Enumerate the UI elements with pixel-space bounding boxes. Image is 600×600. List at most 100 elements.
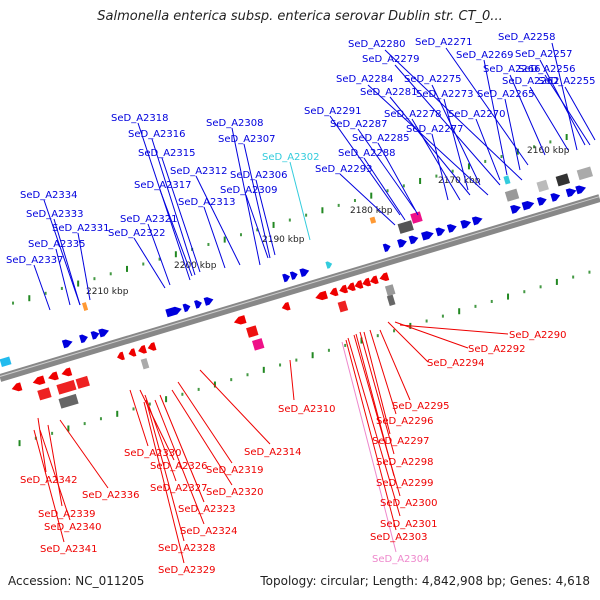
- gene-label: SeD_A2303: [370, 532, 428, 543]
- forward-gene-arrow: [61, 339, 73, 349]
- bottom-leader-line: [59, 419, 109, 489]
- bottom-leader-line: [33, 429, 65, 543]
- top-leader-line: [329, 115, 401, 216]
- bottom-leader-line: [379, 329, 411, 401]
- gene-label: SeD_A2337: [6, 255, 64, 266]
- reverse-gene-arrow: [339, 284, 349, 294]
- reverse-gene-box: [75, 375, 90, 389]
- gene-label: SeD_A2328: [158, 543, 216, 554]
- ruler-tick-bottom: [393, 329, 396, 333]
- gene-label: SeD_A2269: [456, 50, 514, 61]
- backbone-highlight: [0, 196, 600, 377]
- ruler-tick-top: [337, 203, 340, 207]
- gene-label: SeD_A2279: [362, 54, 420, 65]
- top-leader-line: [147, 223, 171, 286]
- gene-label: SeD_A2266: [483, 64, 541, 75]
- forward-gene-arrow: [79, 334, 88, 344]
- forward-gene-arrow: [203, 297, 214, 306]
- bottom-leader-line: [154, 399, 205, 525]
- forward-gene-box: [504, 188, 520, 202]
- top-leader-line: [255, 179, 276, 256]
- tick-label: 2160 kbp: [527, 146, 570, 156]
- ruler-tick-bottom: [213, 381, 216, 388]
- gene-label: SeD_A2273: [416, 89, 474, 100]
- bottom-leader-line: [399, 324, 509, 335]
- ruler-tick-top: [256, 228, 259, 232]
- bottom-leader-line: [387, 321, 429, 363]
- forward-gene-box: [397, 220, 414, 234]
- reverse-gene-arrow: [138, 345, 147, 354]
- gene-label: SeD_A2296: [376, 416, 434, 427]
- ruler-tick-top: [223, 236, 226, 243]
- highlight-feature-cyan: [503, 175, 511, 185]
- gene-label: SeD_A2255: [538, 76, 596, 87]
- gene-label: SeD_A2334: [20, 190, 78, 201]
- gene-label: SeD_A2265: [477, 89, 535, 100]
- ruler-tick-bottom: [99, 417, 102, 421]
- gene-label: SeD_A2271: [415, 37, 473, 48]
- ruler-tick-bottom: [262, 366, 265, 373]
- label-leader-lines: [33, 42, 596, 564]
- bottom-leader-line: [37, 417, 47, 473]
- tick-rulers: 2160 kbp 2170 kbp 2180 kbp 2190 kbp 2200 kbp…: [12, 134, 591, 447]
- top-leader-line: [431, 84, 481, 186]
- gene-label: SeD_A2275: [404, 74, 462, 85]
- gene-label: SeD_A2327: [150, 483, 208, 494]
- top-leader-line: [367, 84, 489, 196]
- forward-gene-arrow: [536, 197, 547, 206]
- top-leader-line: [161, 157, 201, 273]
- forward-gene-arrow: [90, 331, 100, 340]
- top-leader-line: [363, 157, 406, 221]
- top-leader-line: [384, 49, 523, 181]
- ruler-tick-bottom: [572, 275, 575, 279]
- top-leader-line: [203, 206, 226, 269]
- reverse-gene-arrow: [369, 275, 379, 285]
- ruler-tick-top: [142, 262, 145, 266]
- gene-label: SeD_A2326: [150, 461, 208, 472]
- tick-label: 2170 kbp: [438, 176, 481, 186]
- ruler-tick-top: [321, 207, 324, 214]
- bottom-leader-line: [363, 331, 391, 435]
- bottom-leader-line: [47, 424, 63, 507]
- bottom-leader-line: [144, 394, 177, 482]
- bottom-leader-line: [359, 331, 395, 455]
- reverse-gene-box: [337, 300, 349, 313]
- bottom-leader-line: [394, 321, 469, 349]
- top-leader-line: [151, 138, 196, 276]
- ruler-tick-bottom: [376, 334, 379, 338]
- forward-gene-arrow: [194, 300, 202, 309]
- gene-label: SeD_A2297: [372, 436, 430, 447]
- ruler-tick-bottom: [507, 293, 510, 300]
- forward-gene-arrow: [98, 328, 110, 338]
- gene-label: SeD_A2299: [376, 478, 434, 489]
- gene-label: SeD_A2329: [158, 565, 216, 576]
- forward-gene-arrow: [408, 235, 419, 245]
- forward-gene-arrow: [299, 268, 310, 278]
- reverse-gene-arrow: [329, 287, 339, 297]
- gene-label: SeD_A2313: [178, 197, 236, 208]
- gene-label: SeD_A2301: [380, 519, 438, 530]
- gene-label: SeD_A2310: [278, 404, 336, 415]
- ruler-tick-top: [158, 257, 161, 261]
- bottom-leader-line: [199, 369, 271, 445]
- top-leader-line: [504, 98, 521, 171]
- reverse-gene-arrow: [233, 315, 247, 325]
- gene-label: SeD_A2291: [304, 106, 362, 117]
- genome-backbone: [0, 194, 600, 382]
- reverse-gene-arrow: [354, 280, 364, 289]
- ruler-tick-top: [370, 192, 373, 199]
- reverse-gene-box: [246, 325, 259, 338]
- ruler-tick-bottom: [67, 425, 70, 432]
- ruler-tick-bottom: [588, 270, 591, 274]
- ruler-tick-top: [109, 272, 112, 276]
- bottom-leader-line: [341, 341, 397, 553]
- gene-label: SeD_A2302: [262, 152, 320, 163]
- misc-feature: [81, 302, 89, 311]
- reverse-gene-box: [386, 294, 396, 306]
- top-leader-line: [243, 143, 271, 259]
- forward-gene-arrow: [397, 239, 407, 248]
- gene-label: SeD_A2315: [138, 148, 196, 159]
- reverse-gene-box: [252, 338, 265, 351]
- reverse-gene-arrow: [11, 382, 23, 392]
- forward-gene-arrow: [550, 193, 561, 202]
